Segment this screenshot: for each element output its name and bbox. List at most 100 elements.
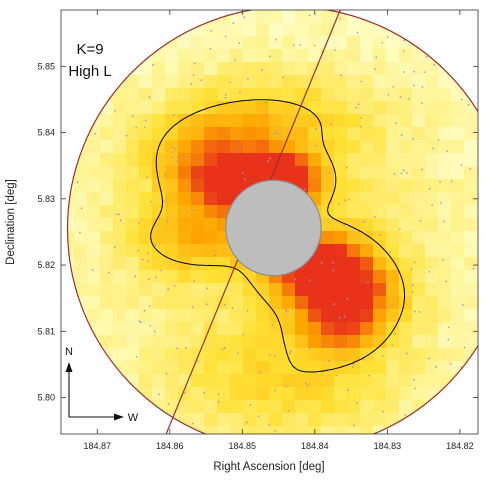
heatmap-cell	[165, 75, 179, 89]
heatmap-cell	[152, 153, 166, 167]
compass-west-arrowhead	[114, 413, 124, 421]
heatmap-cell	[256, 36, 270, 50]
heatmap-cell	[295, 114, 309, 128]
heatmap-cell	[360, 179, 374, 193]
heatmap-cell	[217, 179, 231, 193]
source-point	[243, 16, 246, 18]
heatmap-cell	[230, 322, 244, 336]
heatmap-cell	[113, 257, 127, 271]
source-point	[150, 200, 152, 203]
heatmap-cell	[399, 88, 413, 102]
heatmap-cell	[308, 309, 322, 323]
source-point	[393, 173, 396, 175]
heatmap-cell	[412, 114, 426, 128]
heatmap-cell	[100, 296, 114, 310]
heatmap-cell	[217, 270, 231, 284]
heatmap-cell	[464, 270, 478, 284]
heatmap-cell	[451, 205, 465, 219]
heatmap-cell	[438, 335, 452, 349]
heatmap-cell	[451, 179, 465, 193]
heatmap-cell	[412, 322, 426, 336]
heatmap-cell	[477, 36, 478, 50]
source-point	[335, 374, 337, 377]
heatmap-cell	[347, 62, 361, 76]
heatmap-cell	[451, 166, 465, 180]
heatmap-cell	[191, 192, 205, 206]
source-point	[432, 147, 434, 150]
heatmap-cell	[321, 400, 335, 414]
heatmap-cell	[347, 49, 361, 63]
heatmap-cell	[269, 140, 283, 154]
heatmap-cell	[204, 23, 218, 37]
heatmap-cell	[113, 192, 127, 206]
source-point	[391, 303, 393, 306]
source-point	[463, 346, 466, 349]
heatmap-cell	[178, 192, 192, 206]
heatmap-cell	[191, 88, 205, 102]
heatmap-cell	[139, 348, 153, 362]
panel-label-line-2: High L	[68, 63, 111, 80]
heatmap-cell	[425, 153, 439, 167]
heatmap-cell	[347, 244, 361, 258]
heatmap-cell	[282, 75, 296, 89]
heatmap-cell	[243, 10, 257, 24]
heatmap-cell	[347, 75, 361, 89]
heatmap-cell	[113, 335, 127, 349]
heatmap-cell	[477, 387, 478, 401]
heatmap-cell	[399, 62, 413, 76]
heatmap-cell	[321, 166, 335, 180]
heatmap-cell	[282, 348, 296, 362]
heatmap-cell	[386, 348, 400, 362]
heatmap-cell	[464, 244, 478, 258]
heatmap-cell	[282, 426, 296, 434]
heatmap-cell	[191, 205, 205, 219]
heatmap-cell	[360, 192, 374, 206]
heatmap-cell	[360, 75, 374, 89]
source-point	[249, 404, 252, 406]
source-point	[360, 117, 362, 120]
y-tick-label: 5.80	[37, 393, 55, 403]
heatmap-cell	[217, 322, 231, 336]
heatmap-cell	[477, 231, 478, 245]
heatmap-cell	[243, 166, 257, 180]
compass-west-label: W	[128, 412, 139, 424]
heatmap-cell	[191, 36, 205, 50]
heatmap-cell	[438, 348, 452, 362]
heatmap-cell	[321, 179, 335, 193]
source-point	[217, 393, 220, 396]
heatmap-cell	[282, 88, 296, 102]
heatmap-cell	[321, 36, 335, 50]
heatmap-cell	[373, 400, 387, 414]
heatmap-cell	[178, 270, 192, 284]
heatmap-cell	[191, 127, 205, 141]
heatmap-cell	[100, 179, 114, 193]
heatmap-cell	[126, 114, 140, 128]
heatmap-cell	[126, 205, 140, 219]
heatmap-cell	[178, 101, 192, 115]
x-tick-label: 184.84	[301, 441, 329, 451]
heatmap-cell	[399, 192, 413, 206]
heatmap-cell	[256, 114, 270, 128]
heatmap-cell	[321, 296, 335, 310]
heatmap-cell	[386, 127, 400, 141]
heatmap-cell	[256, 127, 270, 141]
heatmap-cell	[321, 426, 335, 434]
source-point	[419, 220, 422, 222]
heatmap-cell	[230, 283, 244, 297]
heatmap-cell	[113, 322, 127, 336]
heatmap-cell	[464, 114, 478, 128]
heatmap-cell	[464, 322, 478, 336]
heatmap-cell	[217, 426, 231, 434]
heatmap-cell	[139, 153, 153, 167]
heatmap-cell	[412, 192, 426, 206]
heatmap-cell	[152, 62, 166, 76]
source-point	[431, 204, 433, 207]
heatmap-cell	[282, 374, 296, 388]
heatmap-cell	[295, 36, 309, 50]
heatmap-cell	[282, 23, 296, 37]
heatmap-cell	[451, 218, 465, 232]
heatmap-cell	[139, 270, 153, 284]
heatmap-cell	[425, 62, 439, 76]
source-point	[299, 44, 302, 46]
heatmap-cell	[191, 400, 205, 414]
